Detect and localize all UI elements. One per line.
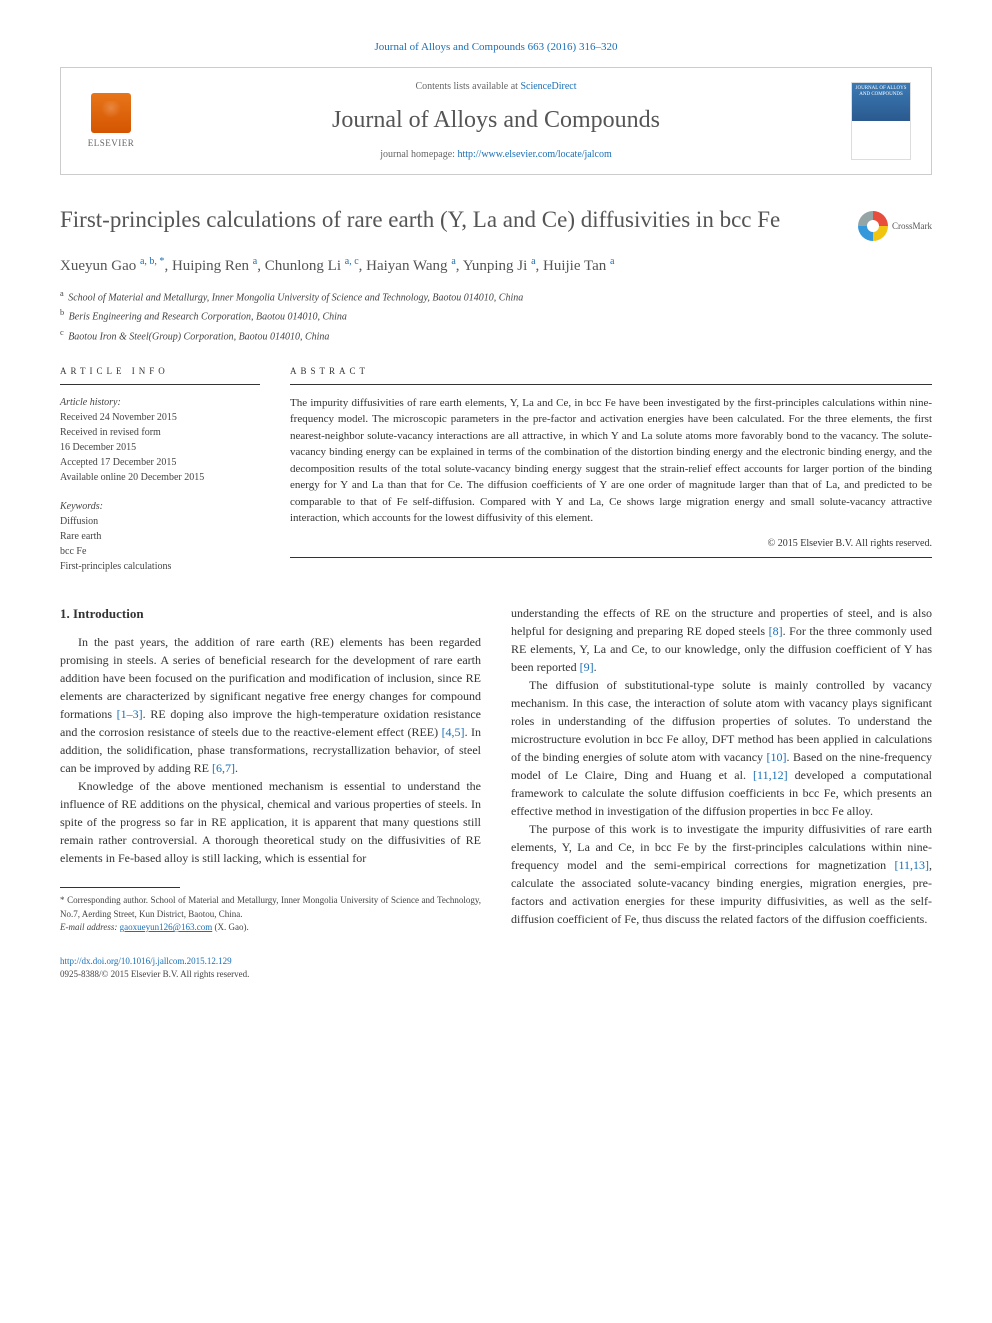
journal-header: ELSEVIER Contents lists available at Sci…	[60, 67, 932, 175]
elsevier-logo: ELSEVIER	[81, 93, 141, 150]
history-label: Article history:	[60, 395, 260, 410]
email-label: E-mail address:	[60, 922, 117, 932]
elsevier-label: ELSEVIER	[88, 137, 135, 150]
intro-p4: The diffusion of substitutional-type sol…	[511, 676, 932, 820]
text: .	[594, 660, 597, 674]
crossmark-badge[interactable]: CrossMark	[858, 211, 932, 241]
article-history: Article history: Received 24 November 20…	[60, 395, 260, 485]
journal-cover-thumbnail: JOURNAL OF ALLOYS AND COMPOUNDS	[851, 82, 911, 160]
homepage-link[interactable]: http://www.elsevier.com/locate/jalcom	[457, 149, 611, 160]
ref-link[interactable]: [1–3]	[117, 707, 143, 721]
divider	[290, 384, 932, 385]
ref-link[interactable]: [11,12]	[753, 768, 788, 782]
corr-marker: *	[60, 895, 65, 905]
history-line: Received 24 November 2015	[60, 410, 260, 425]
divider	[290, 557, 932, 558]
history-line: 16 December 2015	[60, 440, 260, 455]
intro-p3: understanding the effects of RE on the s…	[511, 604, 932, 676]
keyword: First-principles calculations	[60, 559, 260, 574]
info-abstract-row: ARTICLE INFO Article history: Received 2…	[60, 365, 932, 574]
ref-link[interactable]: [4,5]	[442, 725, 465, 739]
sciencedirect-link[interactable]: ScienceDirect	[520, 81, 576, 92]
right-column: understanding the effects of RE on the s…	[511, 604, 932, 982]
email-suffix: (X. Gao).	[214, 922, 248, 932]
ref-link[interactable]: [9]	[580, 660, 594, 674]
intro-p1: In the past years, the addition of rare …	[60, 633, 481, 777]
crossmark-label: CrossMark	[892, 220, 932, 233]
history-line: Accepted 17 December 2015	[60, 455, 260, 470]
intro-p2: Knowledge of the above mentioned mechani…	[60, 777, 481, 867]
article-info-heading: ARTICLE INFO	[60, 365, 260, 378]
affiliation-line: a School of Material and Metallurgy, Inn…	[60, 287, 932, 306]
footnote-divider	[60, 887, 180, 888]
crossmark-icon	[858, 211, 888, 241]
authors-list: Xueyun Gao a, b, *, Huiping Ren a, Chunl…	[60, 255, 932, 277]
keyword: bcc Fe	[60, 544, 260, 559]
doi-link[interactable]: http://dx.doi.org/10.1016/j.jallcom.2015…	[60, 956, 232, 966]
page-container: Journal of Alloys and Compounds 663 (201…	[0, 0, 992, 1022]
email-footnote: E-mail address: gaoxueyun126@163.com (X.…	[60, 921, 481, 935]
keyword: Diffusion	[60, 514, 260, 529]
contents-prefix: Contents lists available at	[415, 81, 520, 92]
elsevier-tree-icon	[91, 93, 131, 133]
header-center: Contents lists available at ScienceDirec…	[141, 80, 851, 162]
affiliations: a School of Material and Metallurgy, Inn…	[60, 287, 932, 345]
footer-block: http://dx.doi.org/10.1016/j.jallcom.2015…	[60, 955, 481, 982]
divider	[60, 384, 260, 385]
keyword: Rare earth	[60, 529, 260, 544]
history-line: Received in revised form	[60, 425, 260, 440]
keywords-block: Keywords: DiffusionRare earthbcc FeFirst…	[60, 499, 260, 574]
intro-p5: The purpose of this work is to investiga…	[511, 820, 932, 928]
cover-title: JOURNAL OF ALLOYS AND COMPOUNDS	[855, 86, 907, 97]
intro-heading: 1. Introduction	[60, 604, 481, 624]
abstract-heading: ABSTRACT	[290, 365, 932, 378]
ref-link[interactable]: [8]	[769, 624, 783, 638]
article-title: First-principles calculations of rare ea…	[60, 205, 838, 235]
ref-link[interactable]: [10]	[767, 750, 787, 764]
text: .	[235, 761, 238, 775]
contents-available-line: Contents lists available at ScienceDirec…	[141, 80, 851, 94]
journal-name: Journal of Alloys and Compounds	[141, 104, 851, 138]
homepage-prefix: journal homepage:	[380, 149, 457, 160]
citation-line: Journal of Alloys and Compounds 663 (201…	[60, 40, 932, 55]
corr-text: Corresponding author. School of Material…	[60, 895, 481, 919]
abstract-copyright: © 2015 Elsevier B.V. All rights reserved…	[290, 537, 932, 551]
abstract-column: ABSTRACT The impurity diffusivities of r…	[290, 365, 932, 574]
issn-line: 0925-8388/© 2015 Elsevier B.V. All right…	[60, 969, 249, 979]
ref-link[interactable]: [11,13]	[894, 858, 929, 872]
article-info-column: ARTICLE INFO Article history: Received 2…	[60, 365, 260, 574]
homepage-line: journal homepage: http://www.elsevier.co…	[141, 148, 851, 162]
text: The purpose of this work is to investiga…	[511, 822, 932, 872]
body-columns: 1. Introduction In the past years, the a…	[60, 604, 932, 982]
affiliation-line: b Beris Engineering and Research Corpora…	[60, 306, 932, 325]
abstract-text: The impurity diffusivities of rare earth…	[290, 395, 932, 527]
history-line: Available online 20 December 2015	[60, 470, 260, 485]
title-row: First-principles calculations of rare ea…	[60, 205, 932, 241]
keywords-label: Keywords:	[60, 499, 260, 514]
left-column: 1. Introduction In the past years, the a…	[60, 604, 481, 982]
ref-link[interactable]: [6,7]	[212, 761, 235, 775]
email-link[interactable]: gaoxueyun126@163.com	[120, 922, 213, 932]
corresponding-author-footnote: * Corresponding author. School of Materi…	[60, 894, 481, 921]
affiliation-line: c Baotou Iron & Steel(Group) Corporation…	[60, 326, 932, 345]
